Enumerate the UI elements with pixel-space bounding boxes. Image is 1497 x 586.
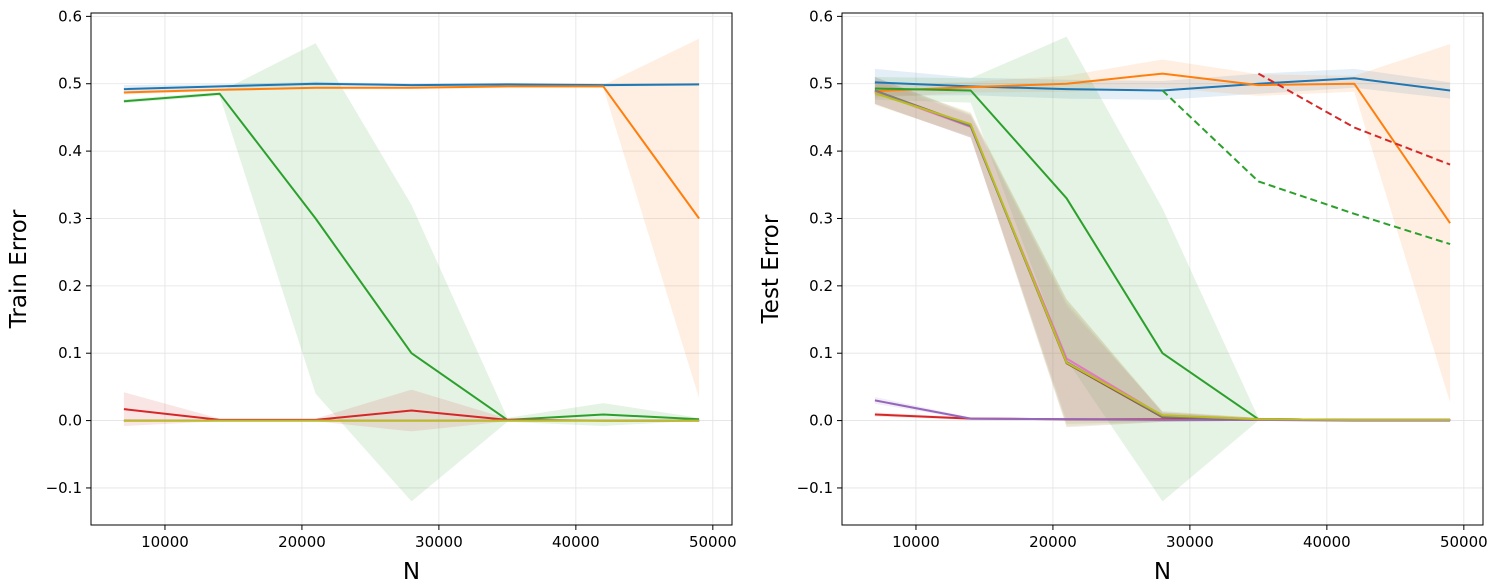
- x-tick-label: 20000: [278, 533, 326, 551]
- y-tick-label: −0.1: [46, 479, 82, 497]
- band-olive: [874, 81, 1451, 426]
- x-tick-label: 40000: [1303, 533, 1351, 551]
- chart-panel-1: 10000 20000 30000 40000 50000 −0.1 0.0 0.1 0.2 0.…: [6, 7, 737, 585]
- series-line-green-dashed: [1161, 89, 1451, 246]
- x-tick-label: 50000: [689, 533, 737, 551]
- y-tick-label: 0.4: [809, 142, 833, 160]
- band-blue: [874, 68, 1451, 100]
- series-line-red-dashed: [1257, 72, 1451, 166]
- y-tick-label: −0.1: [797, 479, 833, 497]
- y-axis-label: Train Error: [6, 209, 32, 329]
- y-tick-label: 0.1: [809, 344, 833, 362]
- x-axis-label: N: [1154, 559, 1171, 582]
- x-tick-label: 30000: [1166, 533, 1214, 551]
- series-line-green: [123, 92, 700, 421]
- y-tick-label: 0.4: [58, 142, 82, 160]
- y-tick-label: 0.0: [58, 412, 82, 430]
- band-orange: [874, 44, 1451, 403]
- y-tick-label: 0.3: [809, 209, 833, 227]
- x-tick-label: 20000: [1029, 533, 1077, 551]
- x-axis-label: N: [403, 559, 420, 582]
- plot-area: [123, 38, 700, 502]
- band-green: [874, 36, 1451, 502]
- y-tick-label: 0.5: [809, 75, 833, 93]
- series-line-orange: [123, 85, 700, 220]
- x-tick-label: 10000: [892, 533, 940, 551]
- y-tick-label: 0.0: [809, 412, 833, 430]
- y-tick-label: 0.2: [809, 277, 833, 295]
- y-tick-label: 0.6: [809, 7, 833, 25]
- y-tick-label: 0.3: [58, 209, 82, 227]
- series-line-orange: [874, 72, 1451, 224]
- series-line-blue: [123, 82, 700, 91]
- x-tick-label: 50000: [1440, 533, 1488, 551]
- band-orange: [123, 38, 700, 399]
- axes-frame: [90, 12, 733, 526]
- y-tick-label: 0.6: [58, 7, 82, 25]
- x-tick-label: 40000: [552, 533, 600, 551]
- series-line-olive: [874, 92, 1451, 421]
- y-tick-label: 0.2: [58, 277, 82, 295]
- axes-frame: [841, 12, 1484, 526]
- y-tick-label: 0.1: [58, 344, 82, 362]
- y-tick-label: 0.5: [58, 75, 82, 93]
- x-tick-label: 30000: [415, 533, 463, 551]
- chart-panel-2: 10000 20000 30000 40000 50000 −0.1 0.0 0.1 0.2 0.…: [758, 7, 1488, 585]
- plot-area: [874, 36, 1451, 502]
- x-tick-label: 10000: [141, 533, 189, 551]
- y-axis-label: Test Error: [758, 214, 784, 324]
